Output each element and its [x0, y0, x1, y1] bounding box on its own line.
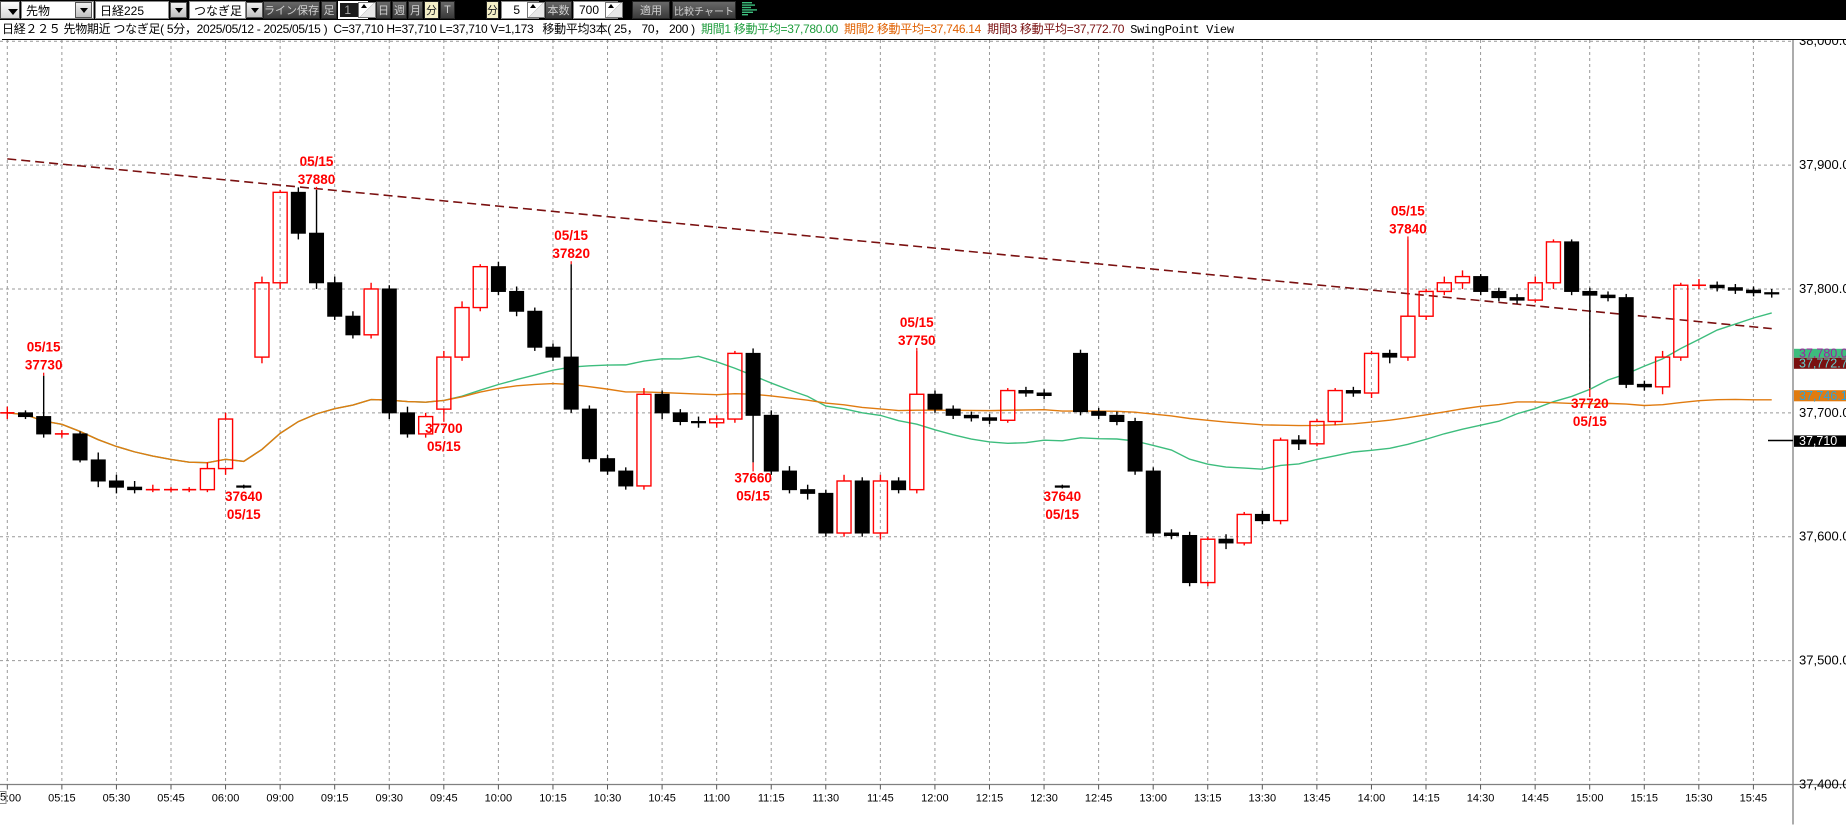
svg-text:15:30: 15:30	[1685, 793, 1713, 805]
svg-text:37880: 37880	[298, 172, 336, 187]
svg-text:37,900.0: 37,900.0	[1799, 157, 1846, 172]
svg-text:05/15: 05/15	[300, 154, 334, 169]
svg-text:05/15: 05/15	[736, 488, 770, 503]
svg-text:37820: 37820	[552, 246, 590, 261]
svg-text:37720: 37720	[1571, 396, 1609, 411]
svg-text:05:45: 05:45	[157, 793, 185, 805]
svg-text:05:30: 05:30	[103, 793, 131, 805]
svg-text:05/15: 05/15	[27, 340, 61, 355]
svg-text:15: 15	[0, 792, 6, 804]
svg-text:37640: 37640	[1044, 489, 1082, 504]
svg-text:13:45: 13:45	[1303, 793, 1331, 805]
svg-text:37,700.0: 37,700.0	[1799, 405, 1846, 420]
svg-text:10:45: 10:45	[648, 793, 676, 805]
svg-text:14:45: 14:45	[1521, 793, 1549, 805]
svg-text:13:15: 13:15	[1194, 793, 1222, 805]
svg-text:10:30: 10:30	[594, 793, 622, 805]
svg-text:06:00: 06:00	[212, 793, 240, 805]
svg-text:11:45: 11:45	[867, 793, 894, 805]
svg-text:37,772.70: 37,772.70	[1799, 356, 1846, 370]
svg-text:12:00: 12:00	[921, 793, 949, 805]
svg-text:15:15: 15:15	[1631, 793, 1659, 805]
svg-text:37840: 37840	[1389, 221, 1427, 236]
svg-text:37640: 37640	[225, 489, 263, 504]
svg-text:10:15: 10:15	[539, 793, 567, 805]
svg-text:37,710: 37,710	[1799, 434, 1837, 448]
svg-text:09:15: 09:15	[321, 793, 349, 805]
svg-text:11:15: 11:15	[758, 793, 785, 805]
svg-text:05/15: 05/15	[1391, 203, 1425, 218]
svg-text:09:30: 09:30	[375, 793, 403, 805]
svg-text:05/15: 05/15	[554, 228, 588, 243]
svg-text:11:30: 11:30	[812, 793, 839, 805]
svg-text:10:00: 10:00	[485, 793, 513, 805]
svg-text:09:00: 09:00	[266, 793, 294, 805]
svg-text:09:45: 09:45	[430, 793, 458, 805]
svg-text:05/15: 05/15	[227, 507, 261, 522]
svg-text:15:00: 15:00	[1576, 793, 1604, 805]
svg-text:14:30: 14:30	[1467, 793, 1495, 805]
svg-text:12:15: 12:15	[976, 793, 1004, 805]
svg-text:11:00: 11:00	[703, 793, 730, 805]
svg-text:13:30: 13:30	[1249, 793, 1277, 805]
svg-text:37660: 37660	[734, 470, 772, 485]
svg-text:05/15: 05/15	[1573, 414, 1607, 429]
svg-text:37,600.0: 37,600.0	[1799, 529, 1846, 544]
svg-text:37750: 37750	[898, 333, 936, 348]
svg-text:37,800.0: 37,800.0	[1799, 281, 1846, 296]
svg-text:05:15: 05:15	[48, 793, 76, 805]
svg-text:37,400.0: 37,400.0	[1799, 777, 1846, 792]
svg-text:37730: 37730	[25, 358, 63, 373]
svg-text:05/15: 05/15	[1045, 507, 1079, 522]
svg-text:14:15: 14:15	[1412, 793, 1440, 805]
svg-text:05/15: 05/15	[427, 439, 461, 454]
svg-text:15:45: 15:45	[1740, 793, 1768, 805]
svg-text:13:00: 13:00	[1139, 793, 1167, 805]
svg-text:12:30: 12:30	[1030, 793, 1058, 805]
svg-text:12:45: 12:45	[1085, 793, 1113, 805]
svg-text:37700: 37700	[425, 421, 463, 436]
svg-text:38,000.0: 38,000.0	[1799, 40, 1846, 48]
svg-text:37,500.0: 37,500.0	[1799, 653, 1846, 668]
svg-text:14:00: 14:00	[1358, 793, 1386, 805]
svg-text:37,746.14: 37,746.14	[1799, 389, 1846, 403]
svg-text:05/15: 05/15	[900, 315, 934, 330]
